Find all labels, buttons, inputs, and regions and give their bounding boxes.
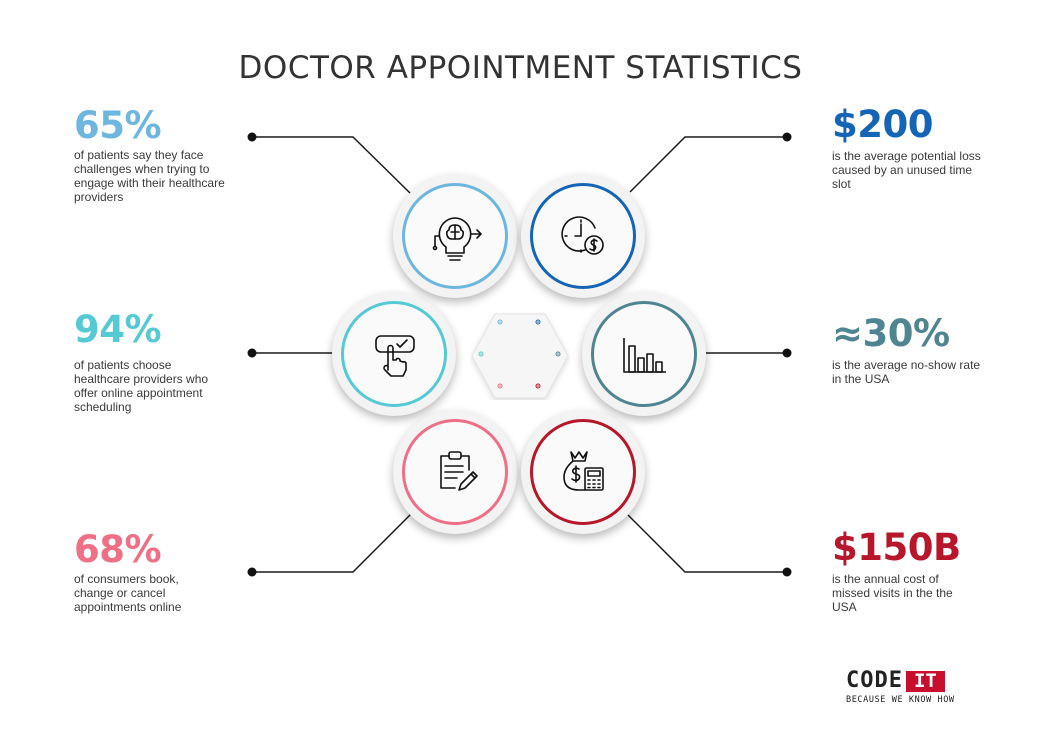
money-bag-calculator-icon [563, 451, 604, 491]
page-title: DOCTOR APPOINTMENT STATISTICS [238, 50, 803, 86]
stat-online-providers: 94% of patients choose healthcare provid… [74, 308, 244, 415]
circle-challenges [393, 174, 517, 298]
stat-missed-visits: $150B is the annual cost of missed visit… [832, 526, 1002, 615]
stat-value: $150B [832, 526, 961, 569]
stat-value: ≈30% [832, 312, 950, 355]
stat-description: of patients say they face challenges whe… [74, 148, 225, 204]
stat-value: $200 [832, 103, 933, 146]
stat-book-online: 68% of consumers book, change or cancel … [74, 528, 244, 615]
stat-description: is the annual cost of missed visits in t… [832, 572, 953, 614]
connector-challenges [252, 136, 411, 194]
connector-dot [247, 567, 257, 577]
stat-description: is the average no-show rate in the USA [832, 358, 981, 386]
stat-description: of consumers book, change or cancel appo… [74, 572, 182, 614]
clipboard-pencil-icon [440, 451, 478, 491]
connector-book-online [252, 511, 414, 573]
connector-dot [247, 348, 257, 358]
center-hexagon [470, 312, 570, 400]
stat-value: 65% [74, 104, 162, 147]
bar-chart-icon [623, 338, 666, 373]
clock-dollar-icon [561, 216, 604, 255]
circle-no-show [582, 292, 706, 416]
stat-unused-slot: $200 is the average potential loss cause… [832, 103, 1002, 192]
connector-missed-visits [627, 514, 787, 573]
circle-ring [530, 419, 636, 525]
code-it-logo: CODE IT BECAUSE WE KNOW HOW [846, 668, 986, 706]
connector-dot [782, 348, 792, 358]
stat-value: 94% [74, 308, 162, 351]
circle-book-online [393, 410, 517, 534]
stat-description: of patients choose healthcare providers … [74, 358, 209, 414]
connector-dot [782, 567, 792, 577]
circle-missed-visits [521, 410, 645, 534]
stat-challenges: 65% of patients say they face challenges… [74, 104, 244, 205]
connector-dot [247, 132, 257, 142]
connector-dot [782, 132, 792, 142]
logo-brand: CODE [846, 668, 903, 693]
lightbulb-brain-icon [432, 217, 482, 261]
stat-no-show: ≈30% is the average no-show rate in the … [832, 312, 1002, 387]
circle-ring [530, 183, 636, 289]
hand-checkbox-icon [375, 335, 415, 377]
circle-ring [591, 301, 697, 407]
logo-tagline: BECAUSE WE KNOW HOW [846, 695, 955, 705]
logo-badge: IT [905, 670, 945, 692]
circle-online-providers [332, 292, 456, 416]
stat-description: is the average potential loss caused by … [832, 149, 981, 191]
circle-ring [341, 301, 447, 407]
stat-value: 68% [74, 528, 162, 571]
connector-unused-slot [629, 136, 787, 193]
circle-unused-slot [521, 174, 645, 298]
